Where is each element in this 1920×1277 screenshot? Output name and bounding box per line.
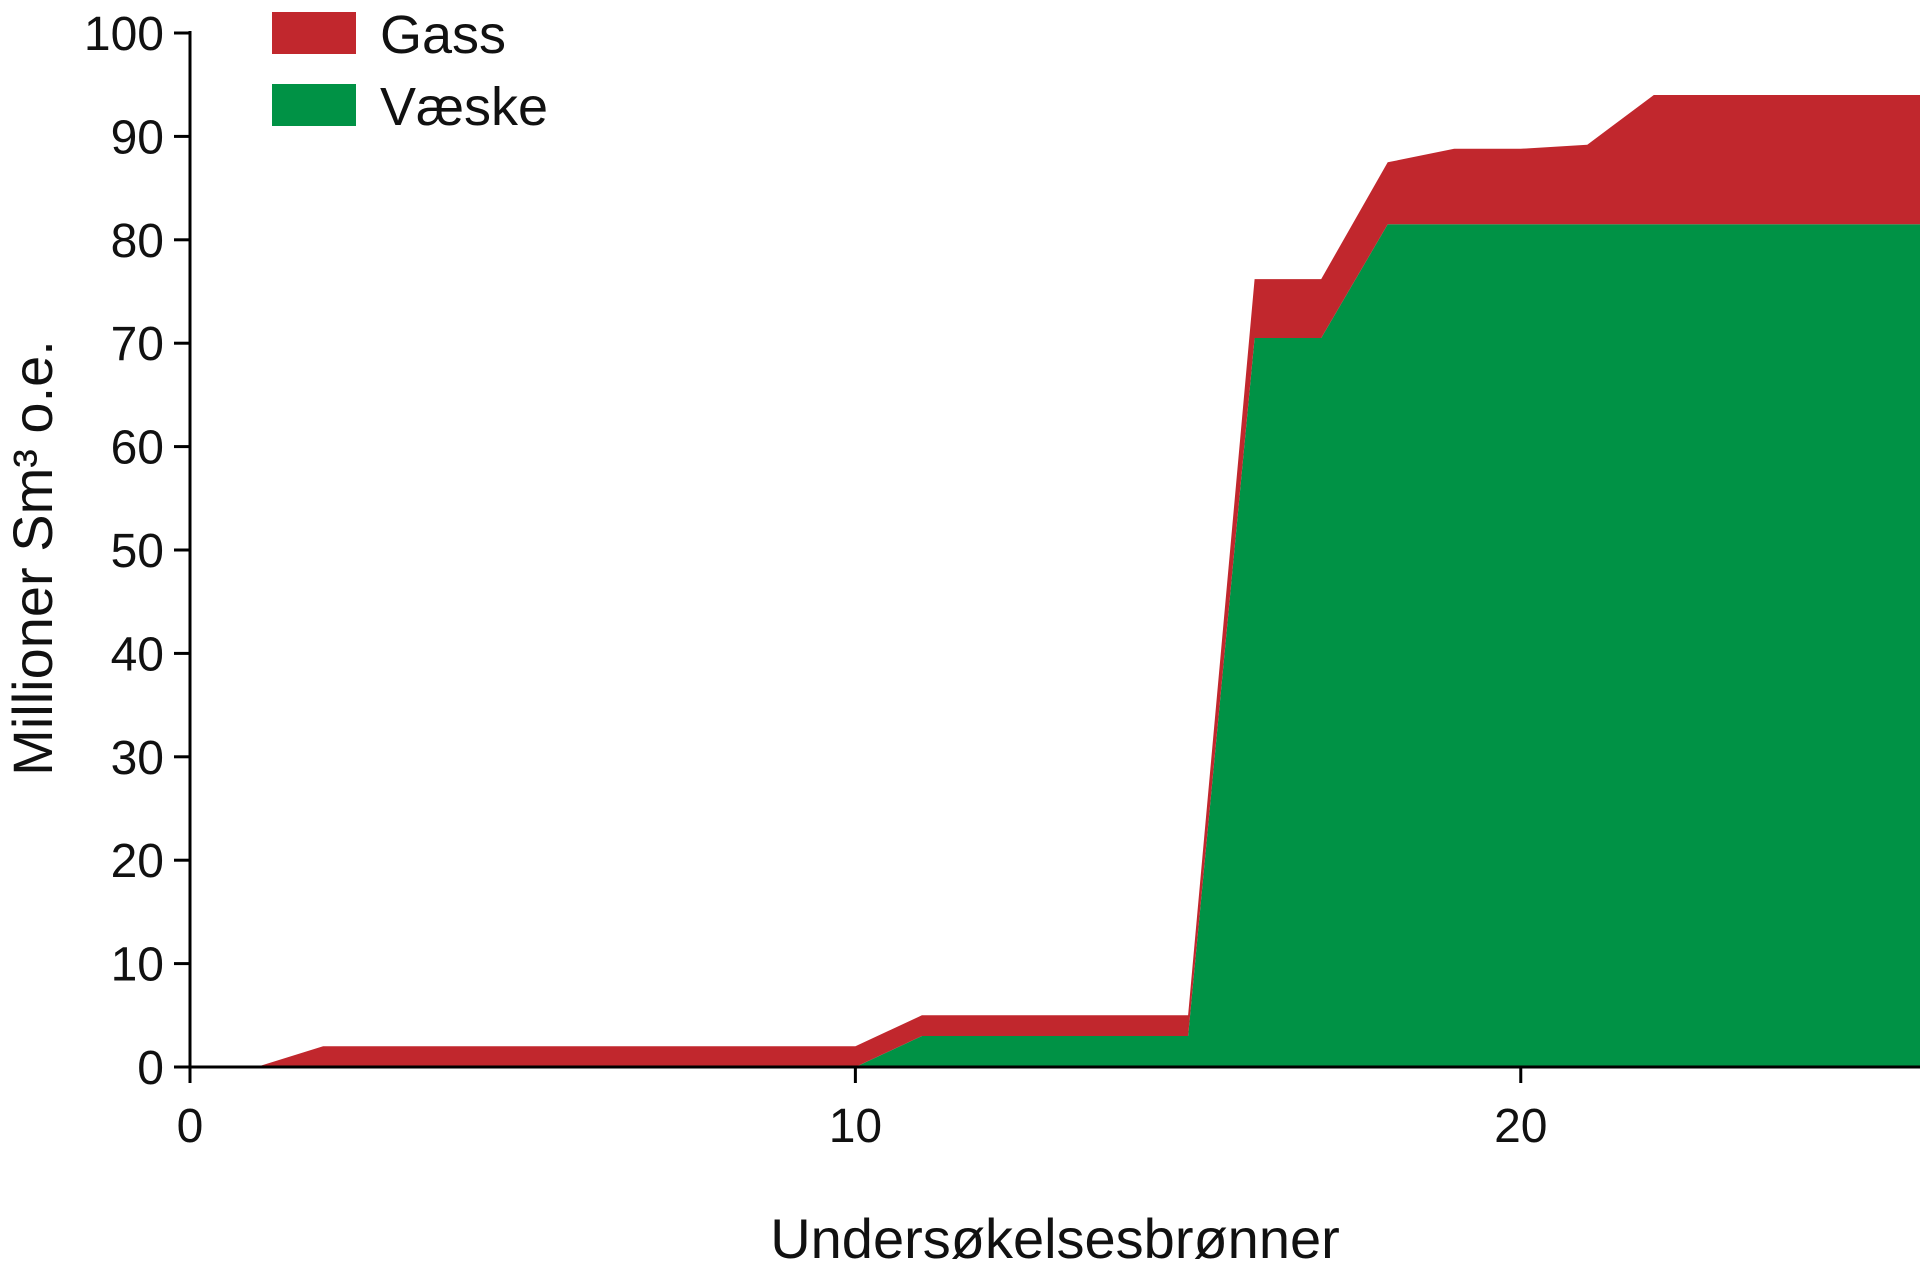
x-axis-title: Undersøkelsesbrønner (770, 1207, 1340, 1270)
legend-swatch-gass (272, 12, 356, 54)
y-axis-ticks: 0 10 20 30 40 50 60 70 80 90 100 (84, 8, 190, 1095)
y-tick-label: 40 (111, 628, 164, 681)
area-series-gass (256, 95, 1920, 1067)
y-tick-label: 80 (111, 215, 164, 268)
legend-label-gass: Gass (380, 5, 506, 65)
x-axis-ticks: 0 10 20 (177, 1067, 1547, 1153)
y-tick-label: 30 (111, 732, 164, 785)
legend-swatch-vaeske (272, 84, 356, 126)
y-tick-label: 70 (111, 318, 164, 371)
chart-axes (176, 31, 1920, 1081)
y-tick-label: 0 (137, 1042, 164, 1095)
y-tick-label: 90 (111, 111, 164, 164)
x-tick-label: 20 (1494, 1100, 1547, 1153)
area-series-vaeske (256, 224, 1920, 1068)
x-tick-label: 0 (177, 1100, 204, 1153)
y-tick-label: 50 (111, 525, 164, 578)
y-tick-label: 20 (111, 835, 164, 888)
chart-legend: Gass Væske (272, 5, 548, 137)
y-tick-label: 60 (111, 422, 164, 475)
chart-areas (256, 95, 1920, 1068)
legend-label-vaeske: Væske (380, 77, 548, 137)
y-axis-title: Millioner Sm³ o.e. (1, 340, 64, 776)
x-tick-label: 10 (829, 1100, 882, 1153)
y-tick-label: 100 (84, 8, 164, 61)
y-tick-label: 10 (111, 939, 164, 992)
